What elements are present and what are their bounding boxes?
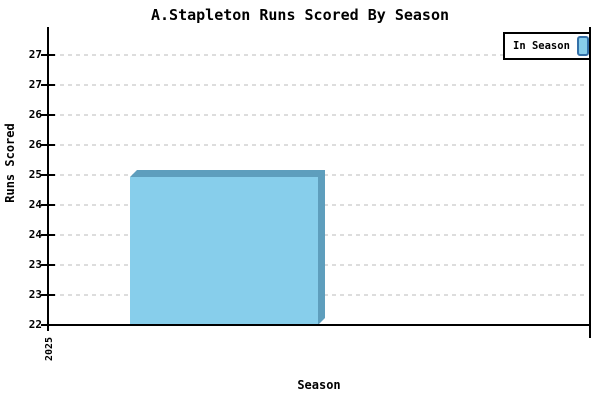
- x-axis-title: Season: [297, 378, 341, 392]
- legend-label: In Season: [513, 40, 570, 52]
- y-tick-label: 26: [28, 138, 42, 151]
- y-tick-label: 25: [28, 168, 42, 181]
- bar-2025[interactable]: [130, 177, 318, 325]
- y-tick-label: 22: [28, 318, 42, 331]
- y-tick-label: 24: [28, 198, 42, 211]
- legend-bar-icon: [576, 36, 589, 56]
- y-tick-label: 26: [28, 108, 42, 121]
- y-tick-label: 23: [28, 258, 42, 271]
- y-tick-label: 23: [28, 288, 42, 301]
- chart-title: A.Stapleton Runs Scored By Season: [150, 6, 449, 24]
- x-tick-label-2025: 2025: [44, 336, 55, 362]
- y-tick-label: 27: [28, 78, 42, 91]
- y-tick-label: 27: [28, 48, 42, 61]
- legend: In Season: [503, 32, 591, 60]
- y-tick-label: 24: [28, 228, 42, 241]
